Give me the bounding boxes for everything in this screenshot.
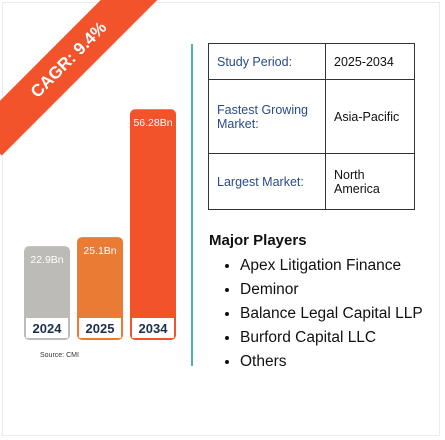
table-value: Asia-Pacific bbox=[325, 79, 415, 154]
bar-value-label: 22.9Bn bbox=[30, 254, 63, 266]
list-item: Others bbox=[240, 350, 440, 374]
table-row: Study Period: 2025-2034 bbox=[208, 43, 415, 80]
list-item: Apex Litigation Finance bbox=[240, 254, 440, 278]
table-row: Fastest Growing Market: Asia-Pacific bbox=[208, 79, 415, 154]
divider bbox=[191, 44, 193, 366]
source-note: Source: CMI bbox=[40, 352, 79, 359]
players-title: Major Players bbox=[209, 232, 307, 249]
bar-chart: 22.9Bn 2024 25.1Bn 2025 56.28Bn 2034 bbox=[24, 109, 176, 340]
info-table: Study Period: 2025-2034 Fastest Growing … bbox=[208, 43, 415, 210]
year-label-box bbox=[132, 318, 174, 338]
x-tick-label: 2034 bbox=[139, 321, 169, 336]
table-value: North America bbox=[325, 153, 415, 210]
x-tick-label: 2024 bbox=[33, 321, 63, 336]
list-item: Burford Capital LLC bbox=[240, 326, 440, 350]
year-label-box bbox=[26, 318, 68, 338]
table-key: Fastest Growing Market: bbox=[208, 79, 326, 154]
cagr-ribbon: CAGR: 9.4% bbox=[0, 0, 160, 160]
list-item: Balance Legal Capital LLP bbox=[240, 302, 440, 326]
bar-2034 bbox=[130, 109, 176, 340]
bar-value-label: 25.1Bn bbox=[83, 245, 116, 257]
bar-value-label: 56.28Bn bbox=[133, 117, 172, 129]
bar-2025 bbox=[77, 237, 123, 340]
year-label-box bbox=[79, 318, 121, 338]
cagr-label: CAGR: 9.4% bbox=[0, 0, 160, 156]
table-value: 2025-2034 bbox=[325, 43, 415, 80]
list-item: Deminor bbox=[240, 278, 440, 302]
table-key: Largest Market: bbox=[208, 153, 326, 210]
table-row: Largest Market: North America bbox=[208, 153, 415, 210]
bar-2024 bbox=[24, 246, 70, 340]
card-frame bbox=[2, 2, 440, 436]
players-list: Apex Litigation Finance Deminor Balance … bbox=[208, 254, 440, 374]
x-tick-label: 2025 bbox=[86, 321, 115, 336]
table-key: Study Period: bbox=[208, 43, 326, 80]
